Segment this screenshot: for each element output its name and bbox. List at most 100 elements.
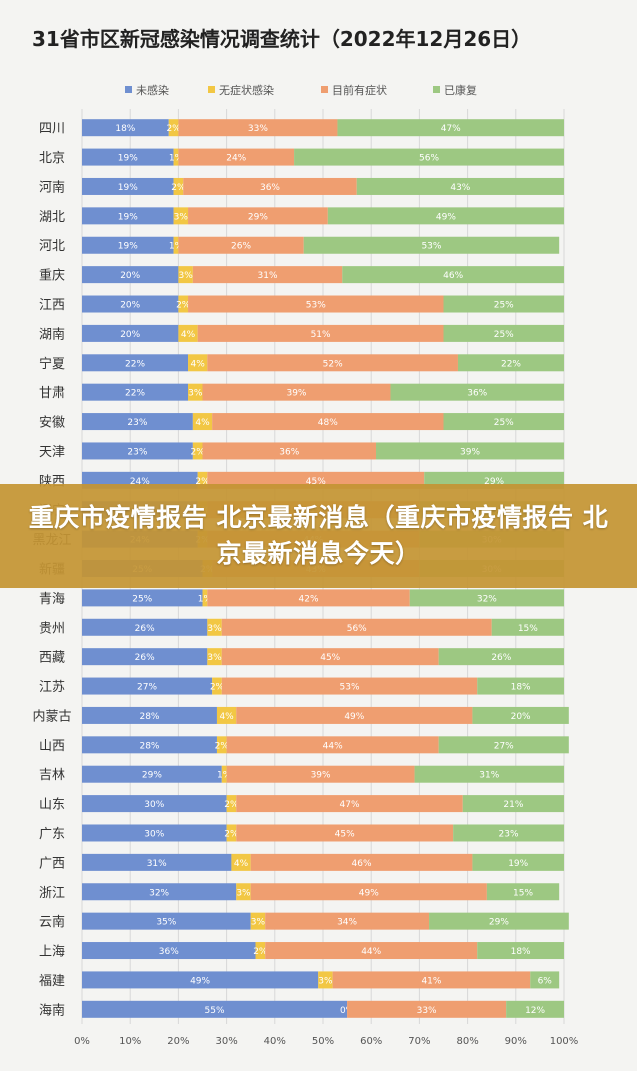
bar-value-label: 3%	[318, 976, 333, 986]
bar-segment	[221, 765, 227, 783]
bar-value-label: 4%	[181, 330, 196, 340]
bar-value-label: 20%	[120, 301, 140, 311]
bar-value-label: 23%	[127, 418, 147, 428]
bar-value-label: 39%	[286, 389, 306, 399]
bar-segment	[197, 471, 208, 489]
legend-swatch	[433, 86, 440, 93]
bar-segment	[188, 383, 203, 401]
bar-value-label: 2%	[210, 683, 225, 693]
bar-segment	[82, 177, 174, 195]
banner-text: 重庆市疫情报告 北京最新消息（重庆市疫情报告 北京最新消息今天）	[28, 503, 609, 568]
bar-value-label: 36%	[467, 389, 487, 399]
bar-segment	[429, 912, 569, 930]
bar-value-label: 36%	[260, 183, 280, 193]
bar-value-label: 3%	[188, 389, 203, 399]
bar-value-label: 20%	[120, 271, 140, 281]
x-tick-label: 50%	[312, 1036, 334, 1047]
bar-segment	[443, 324, 564, 342]
category-label: 广东	[39, 827, 65, 842]
bar-value-label: 33%	[248, 124, 268, 134]
bar-value-label: 29%	[489, 918, 509, 928]
bar-value-label: 15%	[513, 888, 533, 898]
bar-segment	[347, 1000, 507, 1018]
bar-value-label: 25%	[494, 330, 514, 340]
bar-segment	[506, 1000, 564, 1018]
bar-segment	[178, 295, 189, 313]
bar-segment	[82, 883, 237, 901]
bar-segment	[188, 295, 444, 313]
bar-value-label: 49%	[344, 712, 364, 722]
bar-segment	[82, 648, 208, 666]
bar-segment	[250, 853, 473, 871]
bar-segment	[453, 824, 564, 842]
x-tick-label: 70%	[408, 1036, 430, 1047]
bar-value-label: 6%	[538, 976, 553, 986]
bar-value-label: 23%	[127, 447, 147, 457]
bar-value-label: 36%	[159, 947, 179, 957]
bar-value-label: 4%	[219, 712, 234, 722]
bar-value-label: 18%	[511, 947, 531, 957]
bar-segment	[82, 148, 174, 166]
bar-segment	[303, 236, 560, 254]
bar-segment	[250, 912, 266, 930]
bar-segment	[192, 266, 343, 284]
bar-segment	[188, 207, 328, 225]
category-label: 重庆	[39, 268, 65, 284]
bar-segment	[216, 736, 227, 754]
bar-segment	[231, 853, 251, 871]
bar-segment	[178, 266, 193, 284]
x-axis-ticks: 0% 10% 20% 30% 40% 50% 60% 70% 80% 90% 100%	[74, 1036, 578, 1047]
category-label: 贵州	[39, 621, 65, 636]
bar-segment	[178, 324, 198, 342]
category-label: 北京	[39, 151, 65, 166]
bar-value-label: 1%	[198, 594, 213, 604]
x-tick-label: 80%	[456, 1036, 478, 1047]
bar-segment	[82, 912, 251, 930]
bar-value-label: 36%	[279, 447, 299, 457]
category-label: 山西	[39, 739, 65, 754]
bar-segment	[173, 148, 179, 166]
bar-segment	[342, 266, 564, 284]
legend-swatch	[208, 86, 215, 93]
bar-value-label: 46%	[352, 859, 372, 869]
bar-segment	[226, 824, 237, 842]
legend: 未感染 无症状感染 目前有症状 已康复	[125, 83, 477, 97]
bar-value-label: 24%	[130, 477, 150, 487]
bar-value-label: 22%	[125, 359, 145, 369]
category-label: 云南	[39, 914, 65, 930]
bar-value-label: 18%	[115, 124, 135, 134]
bar-value-label: 1%	[169, 154, 184, 164]
bar-segment	[82, 207, 174, 225]
bar-value-label: 2%	[224, 829, 239, 839]
bar-value-label: 1%	[169, 242, 184, 252]
category-label: 西藏	[39, 651, 65, 666]
bar-segment	[82, 824, 227, 842]
bar-value-label: 51%	[311, 330, 331, 340]
bar-value-label: 19%	[118, 183, 138, 193]
bar-segment	[82, 942, 256, 960]
x-tick-label: 0%	[74, 1036, 90, 1047]
bar-segment	[327, 207, 564, 225]
legend-swatch	[125, 86, 132, 93]
bar-segment	[226, 736, 439, 754]
bar-segment	[438, 648, 564, 666]
bar-segment	[82, 295, 179, 313]
bar-segment	[390, 383, 564, 401]
bar-segment	[318, 971, 333, 989]
bar-segment	[82, 589, 203, 607]
category-label: 海南	[39, 1002, 65, 1018]
bar-segment	[178, 148, 295, 166]
bar-value-label: 19%	[118, 154, 138, 164]
legend-label: 无症状感染	[219, 83, 274, 97]
bar-segment	[183, 177, 357, 195]
bar-segment	[530, 971, 560, 989]
category-label: 天津	[39, 445, 65, 460]
bar-value-label: 30%	[144, 800, 164, 810]
bar-value-label: 19%	[118, 242, 138, 252]
bar-segment	[173, 207, 189, 225]
bar-segment	[178, 236, 304, 254]
bar-value-label: 53%	[421, 242, 441, 252]
bar-value-label: 2%	[195, 477, 210, 487]
bar-value-label: 1%	[217, 771, 232, 781]
bar-segment	[236, 883, 251, 901]
